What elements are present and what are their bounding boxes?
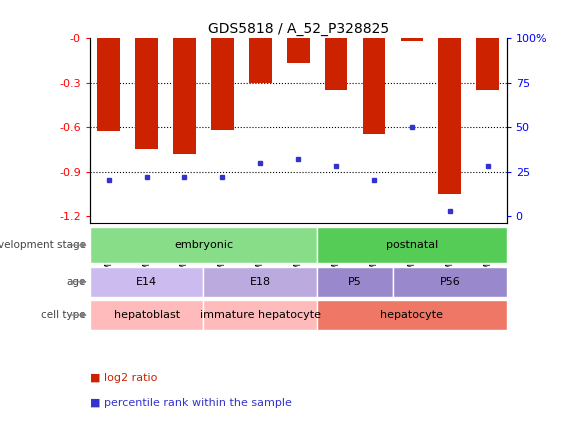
Text: postnatal: postnatal — [386, 240, 438, 250]
Bar — [325, 38, 347, 90]
Bar — [362, 38, 386, 135]
Bar — [135, 38, 158, 149]
Bar — [203, 300, 317, 330]
Text: development stage: development stage — [0, 240, 86, 250]
Bar — [173, 38, 196, 154]
Text: cell type: cell type — [41, 310, 86, 320]
Bar — [438, 38, 461, 194]
Text: immature hepatocyte: immature hepatocyte — [200, 310, 321, 320]
Text: ■ log2 ratio: ■ log2 ratio — [90, 373, 157, 383]
Bar — [97, 38, 120, 132]
Bar — [477, 38, 499, 90]
Text: hepatocyte: hepatocyte — [380, 310, 444, 320]
Text: embryonic: embryonic — [174, 240, 233, 250]
Bar — [90, 227, 317, 264]
Bar — [90, 267, 203, 297]
Text: ■ percentile rank within the sample: ■ percentile rank within the sample — [90, 398, 292, 408]
Bar — [249, 38, 272, 82]
Text: age: age — [66, 277, 86, 287]
Bar — [203, 267, 317, 297]
Bar — [317, 267, 393, 297]
Text: E18: E18 — [250, 277, 271, 287]
Bar — [317, 300, 507, 330]
Title: GDS5818 / A_52_P328825: GDS5818 / A_52_P328825 — [208, 22, 389, 36]
Bar — [401, 38, 423, 41]
Bar — [90, 300, 203, 330]
Text: P5: P5 — [348, 277, 362, 287]
Bar — [211, 38, 234, 130]
Bar — [287, 38, 310, 63]
Bar — [317, 227, 507, 264]
Text: P56: P56 — [439, 277, 460, 287]
Text: hepatoblast: hepatoblast — [113, 310, 179, 320]
Text: E14: E14 — [136, 277, 157, 287]
Bar — [393, 267, 507, 297]
